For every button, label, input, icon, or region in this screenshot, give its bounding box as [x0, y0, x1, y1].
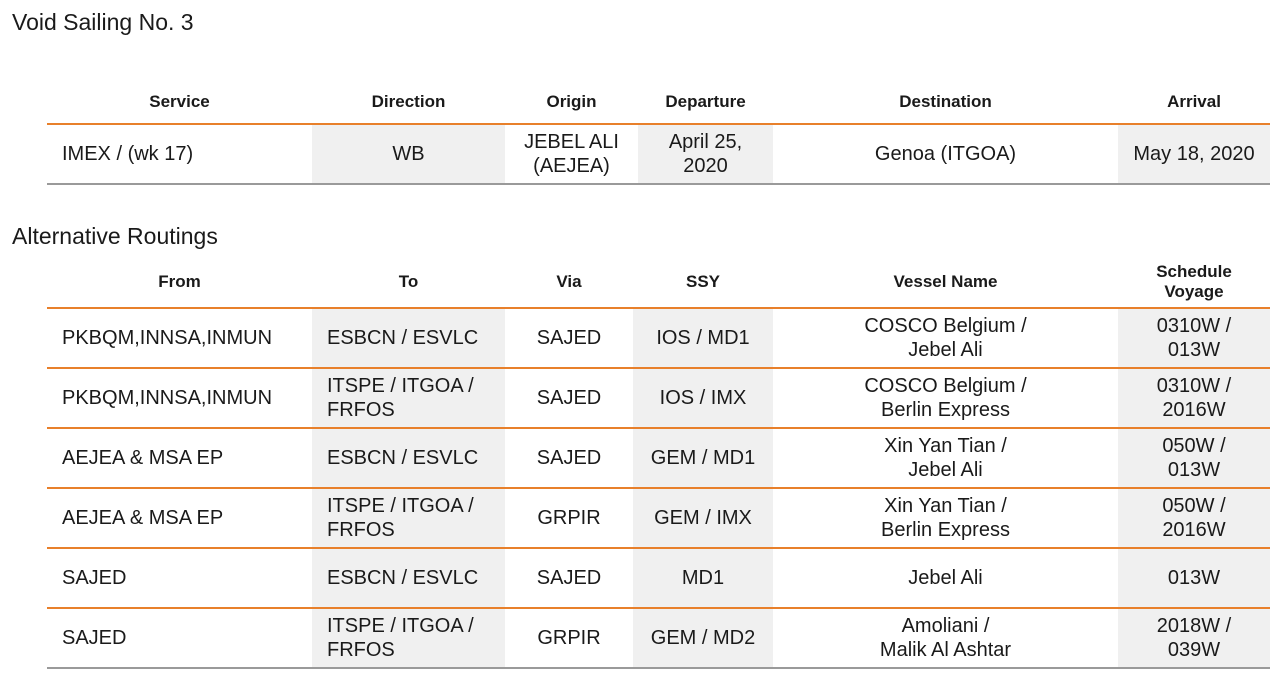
cell-via: SAJED: [505, 307, 633, 368]
cell-to: ITSPE / ITGOA / FRFOS: [312, 367, 505, 428]
cell-vessel: Amoliani / Malik Al Ashtar: [773, 607, 1118, 669]
alt-header-row: From To Via SSY Vessel Name Schedule Voy…: [47, 256, 1270, 308]
cell-departure: April 25, 2020: [638, 123, 773, 185]
cell-voyage: 0310W / 2016W: [1118, 367, 1270, 428]
cell-from: PKBQM,INNSA,INMUN: [47, 307, 312, 368]
table-row: SAJED ITSPE / ITGOA / FRFOS GRPIR GEM / …: [47, 607, 1270, 669]
cell-via: SAJED: [505, 547, 633, 608]
cell-voyage: 050W / 013W: [1118, 427, 1270, 488]
cell-ssy: GEM / MD2: [633, 607, 773, 669]
cell-to: ESBCN / ESVLC: [312, 427, 505, 488]
header-via: Via: [556, 271, 582, 291]
header-schedule-voyage: Schedule Voyage: [1156, 261, 1232, 301]
void-sailing-table: Service Direction Origin Departure Desti…: [47, 80, 1270, 185]
cell-origin: JEBEL ALI (AEJEA): [505, 123, 638, 185]
table-row: PKBQM,INNSA,INMUN ESBCN / ESVLC SAJED IO…: [47, 307, 1270, 368]
cell-arrival: May 18, 2020: [1118, 123, 1270, 185]
cell-to: ITSPE / ITGOA / FRFOS: [312, 607, 505, 669]
header-to: To: [398, 271, 419, 291]
cell-via: GRPIR: [505, 607, 633, 669]
cell-voyage: 0310W / 013W: [1118, 307, 1270, 368]
table-row: SAJED ESBCN / ESVLC SAJED MD1 Jebel Ali …: [47, 547, 1270, 608]
cell-from: AEJEA & MSA EP: [47, 487, 312, 548]
cell-from: SAJED: [47, 547, 312, 608]
void-header-row: Service Direction Origin Departure Desti…: [47, 80, 1270, 124]
void-sailing-title: Void Sailing No. 3: [12, 9, 194, 35]
cell-voyage: 2018W / 039W: [1118, 607, 1270, 669]
cell-ssy: IOS / IMX: [633, 367, 773, 428]
table-row: AEJEA & MSA EP ESBCN / ESVLC SAJED GEM /…: [47, 427, 1270, 488]
cell-to: ITSPE / ITGOA / FRFOS: [312, 487, 505, 548]
header-vessel-name: Vessel Name: [893, 271, 998, 291]
alternative-routings-table: From To Via SSY Vessel Name Schedule Voy…: [47, 256, 1270, 669]
cell-from: AEJEA & MSA EP: [47, 427, 312, 488]
table-row: IMEX / (wk 17) WB JEBEL ALI (AEJEA) Apri…: [47, 123, 1270, 185]
cell-vessel: Xin Yan Tian / Jebel Ali: [773, 427, 1118, 488]
table-row: AEJEA & MSA EP ITSPE / ITGOA / FRFOS GRP…: [47, 487, 1270, 548]
cell-via: SAJED: [505, 367, 633, 428]
header-origin: Origin: [546, 91, 597, 111]
header-direction: Direction: [371, 91, 446, 111]
cell-from: PKBQM,INNSA,INMUN: [47, 367, 312, 428]
header-from: From: [158, 271, 201, 291]
cell-ssy: MD1: [633, 547, 773, 608]
cell-vessel: COSCO Belgium / Jebel Ali: [773, 307, 1118, 368]
cell-vessel: Xin Yan Tian / Berlin Express: [773, 487, 1118, 548]
table-row: PKBQM,INNSA,INMUN ITSPE / ITGOA / FRFOS …: [47, 367, 1270, 428]
cell-via: SAJED: [505, 427, 633, 488]
cell-vessel: Jebel Ali: [773, 547, 1118, 608]
cell-from: SAJED: [47, 607, 312, 669]
alternative-routings-title: Alternative Routings: [12, 223, 218, 249]
header-ssy: SSY: [685, 271, 721, 291]
cell-service: IMEX / (wk 17): [47, 123, 312, 185]
header-service: Service: [149, 91, 210, 111]
header-departure: Departure: [665, 91, 746, 111]
cell-via: GRPIR: [505, 487, 633, 548]
cell-voyage: 050W / 2016W: [1118, 487, 1270, 548]
cell-ssy: IOS / MD1: [633, 307, 773, 368]
cell-ssy: GEM / IMX: [633, 487, 773, 548]
cell-to: ESBCN / ESVLC: [312, 547, 505, 608]
cell-direction: WB: [312, 123, 505, 185]
cell-vessel: COSCO Belgium / Berlin Express: [773, 367, 1118, 428]
header-destination: Destination: [899, 91, 992, 111]
header-arrival: Arrival: [1167, 91, 1221, 111]
cell-voyage: 013W: [1118, 547, 1270, 608]
cell-destination: Genoa (ITGOA): [773, 123, 1118, 185]
cell-to: ESBCN / ESVLC: [312, 307, 505, 368]
cell-ssy: GEM / MD1: [633, 427, 773, 488]
